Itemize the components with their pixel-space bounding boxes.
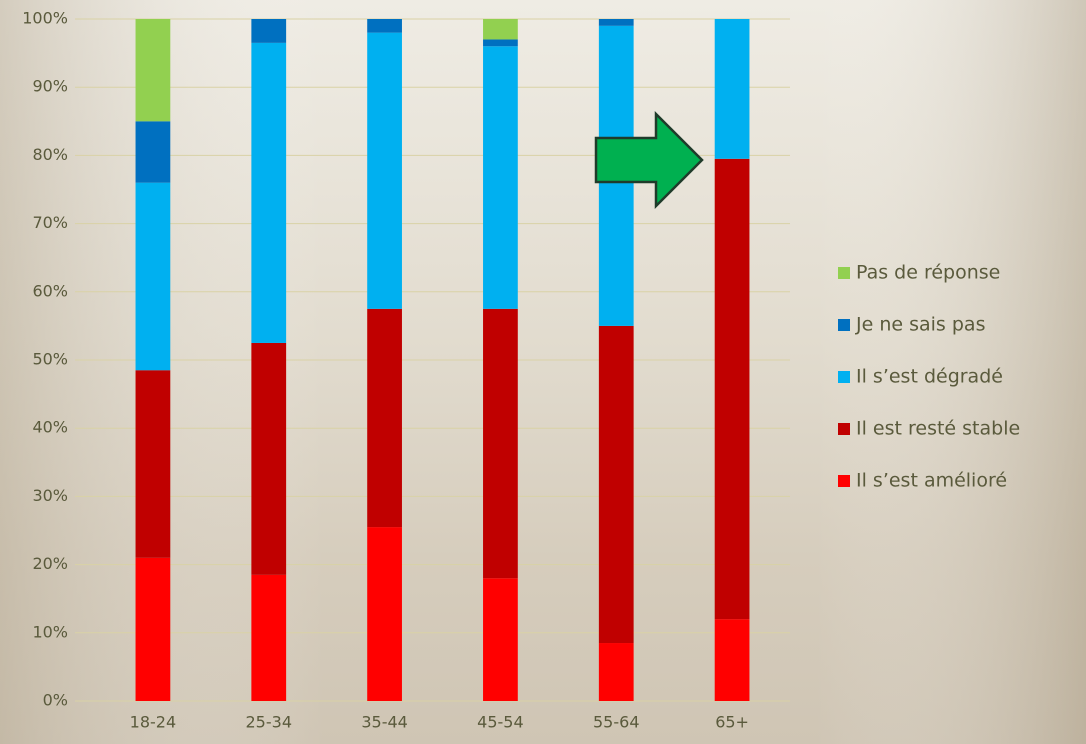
bar-segment (251, 42, 287, 343)
bar-segment (251, 342, 287, 575)
legend-swatch (838, 267, 850, 279)
bar-segment (135, 121, 171, 183)
legend-label: Il s’est dégradé (856, 366, 1003, 388)
y-tick-label: 60% (32, 281, 68, 300)
legend-swatch (838, 475, 850, 487)
bar-segment (714, 619, 750, 701)
y-tick-label: 30% (32, 486, 68, 505)
bar-segment (598, 19, 634, 26)
legend-label: Il s’est amélioré (856, 470, 1007, 492)
x-tick-label: 35-44 (361, 713, 408, 732)
bar-segment (598, 643, 634, 701)
legend-swatch (838, 371, 850, 383)
y-tick-label: 90% (32, 77, 68, 96)
x-tick-label: 25-34 (246, 713, 293, 732)
bar-segment (367, 308, 402, 528)
bar-segment (483, 19, 518, 40)
y-tick-label: 20% (32, 554, 68, 573)
y-tick-label: 50% (32, 350, 68, 369)
bar-segment (483, 308, 518, 579)
y-tick-label: 0% (43, 691, 68, 710)
bar-segment (135, 557, 171, 701)
x-tick-label: 65+ (715, 713, 749, 732)
y-tick-label: 80% (32, 145, 68, 164)
y-tick-label: 10% (32, 622, 68, 641)
legend-label: Il est resté stable (856, 418, 1020, 440)
bar-segment (251, 574, 287, 701)
legend-label: Je ne sais pas (855, 314, 985, 336)
bar-segment (251, 19, 287, 43)
y-tick-label: 100% (22, 9, 68, 28)
bar-segment (483, 46, 518, 309)
legend-swatch (838, 423, 850, 435)
bar-segment (367, 19, 402, 33)
bar-segment (483, 578, 518, 701)
x-tick-label: 45-54 (477, 713, 524, 732)
arrow-annotation (594, 110, 704, 210)
bar-segment (598, 325, 634, 644)
x-tick-label: 18-24 (130, 713, 177, 732)
bar-segment (135, 19, 171, 122)
bar-segment (135, 370, 171, 558)
y-tick-label: 40% (32, 418, 68, 437)
bar-segment (714, 19, 750, 159)
bar-segment (135, 182, 171, 371)
x-tick-label: 55-64 (593, 713, 640, 732)
bar-segment (367, 32, 402, 309)
bar-segment (714, 158, 750, 620)
bar-segment (483, 39, 518, 47)
bar-segment (367, 527, 402, 701)
legend-label: Pas de réponse (856, 262, 1000, 284)
legend-swatch (838, 319, 850, 331)
y-tick-label: 70% (32, 213, 68, 232)
